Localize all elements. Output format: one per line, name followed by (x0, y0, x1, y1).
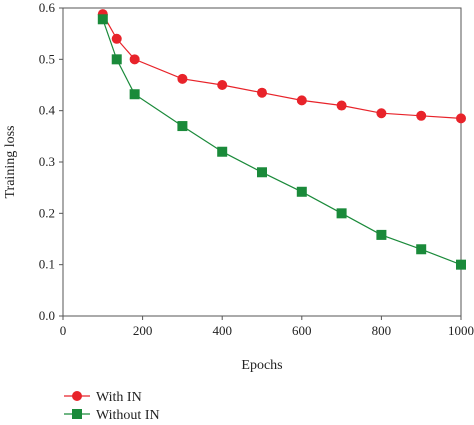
data-point (111, 54, 122, 65)
y-tick-label: 0.3 (39, 154, 55, 169)
data-point (376, 229, 387, 240)
legend-swatch-marker (72, 391, 82, 401)
data-point (416, 110, 427, 121)
series-with-in (97, 9, 466, 124)
series-layer (97, 9, 466, 270)
data-point (296, 186, 307, 197)
data-point (217, 146, 228, 157)
data-point (376, 108, 387, 119)
x-axis-title: Epochs (241, 358, 282, 373)
legend: With IN Without IN (64, 390, 160, 423)
data-point (217, 80, 228, 90)
data-point (257, 87, 267, 98)
x-tick-label: 1000 (448, 323, 474, 338)
legend-swatch-marker (72, 409, 82, 419)
data-point (416, 244, 427, 255)
x-tick-label: 600 (292, 323, 312, 338)
data-point (257, 167, 267, 178)
x-axis-ticks: 0 200 400 600 800 1000 (60, 316, 474, 338)
x-tick-label: 0 (60, 323, 67, 338)
y-tick-label: 0.1 (39, 257, 55, 272)
data-point (336, 100, 347, 111)
y-tick-label: 0.6 (39, 0, 56, 15)
y-axis-ticks: 0.0 0.1 0.2 0.3 0.4 0.5 0.6 (39, 0, 63, 323)
legend-label: Without IN (96, 408, 160, 423)
y-tick-label: 0.0 (39, 308, 55, 323)
data-point (177, 121, 188, 132)
x-tick-label: 800 (372, 323, 392, 338)
x-tick-label: 400 (212, 323, 232, 338)
series-line (102, 19, 462, 266)
data-point (456, 259, 466, 270)
plot-area-frame (62, 7, 462, 317)
data-point (97, 14, 108, 25)
y-tick-label: 0.4 (39, 103, 56, 118)
y-axis-title: Training loss (3, 125, 18, 198)
data-point (296, 95, 307, 106)
legend-item: With IN (64, 390, 142, 405)
y-tick-label: 0.2 (39, 205, 55, 220)
data-point (111, 33, 122, 44)
y-tick-label: 0.5 (39, 51, 55, 66)
data-point (129, 89, 140, 100)
legend-label: With IN (96, 390, 142, 405)
series-line (102, 13, 462, 119)
data-point (129, 54, 140, 65)
series-without-in (97, 14, 466, 270)
data-point (456, 113, 466, 124)
data-point (177, 73, 188, 84)
legend-item: Without IN (64, 408, 160, 423)
x-tick-label: 200 (133, 323, 153, 338)
data-point (336, 208, 347, 219)
